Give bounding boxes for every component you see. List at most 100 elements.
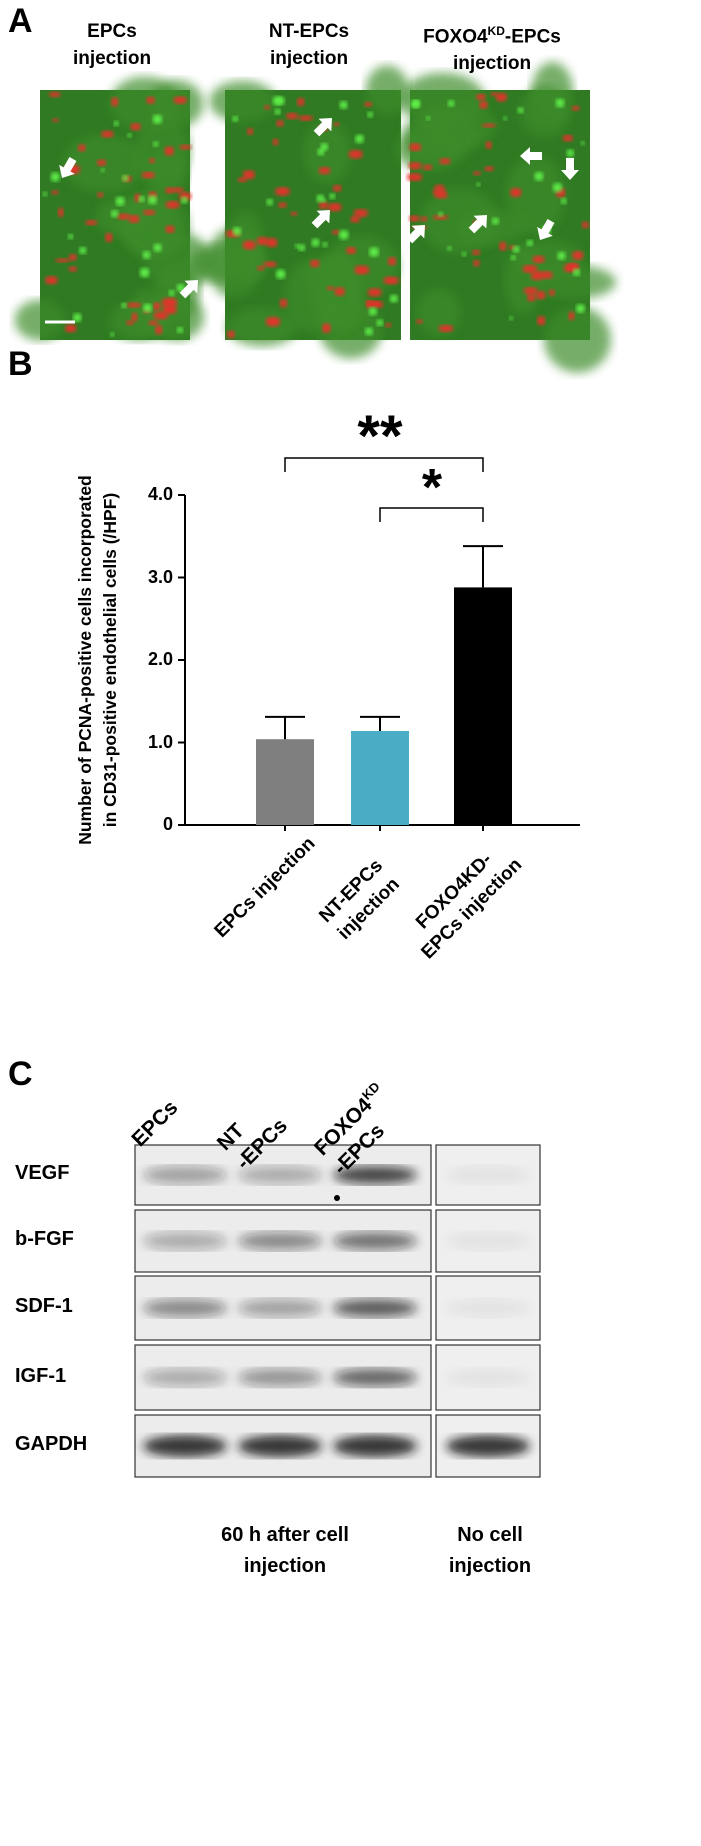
green-cell bbox=[266, 198, 273, 206]
significance-mark: ** bbox=[320, 408, 440, 466]
cell-region bbox=[400, 72, 486, 127]
y-tick-text: 4.0 bbox=[147, 484, 173, 504]
y-tick-label: 1.0 bbox=[115, 732, 173, 753]
red-cell bbox=[277, 202, 287, 208]
red-cell bbox=[263, 105, 271, 110]
header-name-end: -EPCs bbox=[504, 26, 561, 48]
red-cell bbox=[318, 166, 331, 175]
red-cell bbox=[432, 214, 449, 220]
green-cell bbox=[50, 172, 60, 182]
y-label-line: Number of PCNA-positive cells incorporat… bbox=[75, 475, 95, 845]
green-cell bbox=[425, 116, 431, 121]
group-label: 60 h after cell injection bbox=[195, 1520, 375, 1582]
green-cell bbox=[364, 327, 373, 336]
cell-region bbox=[303, 122, 351, 184]
significance-text: ** bbox=[357, 404, 403, 469]
red-cell bbox=[265, 316, 281, 327]
green-cell bbox=[438, 211, 444, 217]
cell-region bbox=[416, 288, 461, 336]
group-text: No cell injection bbox=[448, 1524, 532, 1577]
red-cell bbox=[321, 323, 331, 334]
red-cell bbox=[439, 158, 451, 165]
cell-region bbox=[149, 80, 204, 128]
red-cell bbox=[422, 164, 433, 171]
red-cell bbox=[68, 266, 78, 272]
panel-label: B bbox=[8, 345, 33, 383]
red-cell bbox=[97, 192, 104, 198]
red-cell bbox=[153, 311, 169, 320]
cell-region bbox=[519, 86, 571, 138]
red-cell bbox=[298, 115, 314, 121]
red-cell bbox=[532, 255, 545, 264]
red-cell bbox=[535, 290, 546, 300]
red-cell bbox=[415, 319, 423, 324]
red-cell bbox=[536, 315, 546, 326]
red-cell bbox=[572, 250, 584, 260]
header-name: EPCs bbox=[87, 21, 137, 42]
column-header: NT-EPCs injection bbox=[209, 18, 409, 72]
column-header: FOXO4KD-EPCs injection bbox=[392, 18, 592, 77]
red-cell bbox=[130, 123, 142, 131]
red-cell bbox=[266, 237, 278, 248]
green-cell bbox=[121, 302, 127, 309]
red-cell bbox=[438, 324, 454, 333]
red-cell bbox=[581, 221, 589, 229]
red-cell bbox=[146, 96, 156, 104]
band bbox=[333, 1368, 417, 1387]
red-cell bbox=[345, 246, 357, 255]
red-cell bbox=[523, 287, 538, 295]
band bbox=[446, 1435, 530, 1457]
green-cell bbox=[503, 116, 508, 121]
y-tick-label: 3.0 bbox=[115, 567, 173, 588]
y-label-line: in CD31-positive endothelial cells (/HPF… bbox=[100, 492, 120, 828]
red-cell bbox=[64, 324, 77, 333]
red-cell bbox=[318, 201, 329, 209]
green-cell bbox=[153, 141, 159, 147]
header-suffix: injection bbox=[452, 53, 532, 75]
red-cell bbox=[387, 257, 397, 266]
group-text: 60 h after cell injection bbox=[221, 1524, 349, 1577]
red-cell bbox=[111, 97, 119, 107]
band bbox=[143, 1368, 227, 1387]
header-name: FOXO4 bbox=[423, 26, 488, 48]
significance-text: * bbox=[421, 459, 443, 517]
green-cell bbox=[176, 326, 183, 334]
arrow bbox=[311, 210, 330, 229]
green-cell bbox=[67, 233, 74, 240]
green-cell bbox=[275, 269, 286, 279]
red-cell bbox=[334, 287, 345, 296]
red-cell bbox=[364, 101, 373, 107]
green-cell bbox=[294, 243, 300, 249]
row-label: IGF-1 bbox=[15, 1365, 66, 1388]
green-cell bbox=[552, 182, 563, 193]
panel-label: A bbox=[8, 2, 33, 40]
y-axis-label: Number of PCNA-positive cells incorporat… bbox=[73, 430, 123, 890]
panel-label: C bbox=[8, 1055, 33, 1093]
header-sup: KD bbox=[487, 24, 505, 38]
band bbox=[238, 1166, 322, 1184]
red-cell bbox=[471, 249, 481, 256]
protein-name: b-FGF bbox=[15, 1228, 74, 1250]
green-cell bbox=[113, 120, 119, 127]
red-cell bbox=[475, 93, 486, 101]
green-cell bbox=[168, 289, 175, 296]
green-cell bbox=[138, 195, 145, 203]
panel-letter: A bbox=[8, 2, 33, 41]
arrow bbox=[59, 156, 77, 178]
green-cell bbox=[512, 245, 520, 253]
red-cell bbox=[55, 258, 71, 263]
band bbox=[143, 1435, 227, 1457]
red-cell bbox=[141, 171, 155, 179]
red-cell bbox=[148, 320, 159, 326]
red-cell bbox=[153, 301, 161, 311]
y-tick-text: 1.0 bbox=[147, 731, 173, 752]
red-cell bbox=[263, 261, 277, 268]
band bbox=[238, 1368, 322, 1387]
y-tick-text: 0 bbox=[162, 814, 173, 834]
arrow bbox=[179, 280, 198, 299]
band bbox=[333, 1232, 417, 1250]
red-cell bbox=[51, 118, 59, 123]
red-cell bbox=[257, 265, 265, 271]
row-label: b-FGF bbox=[15, 1228, 74, 1251]
